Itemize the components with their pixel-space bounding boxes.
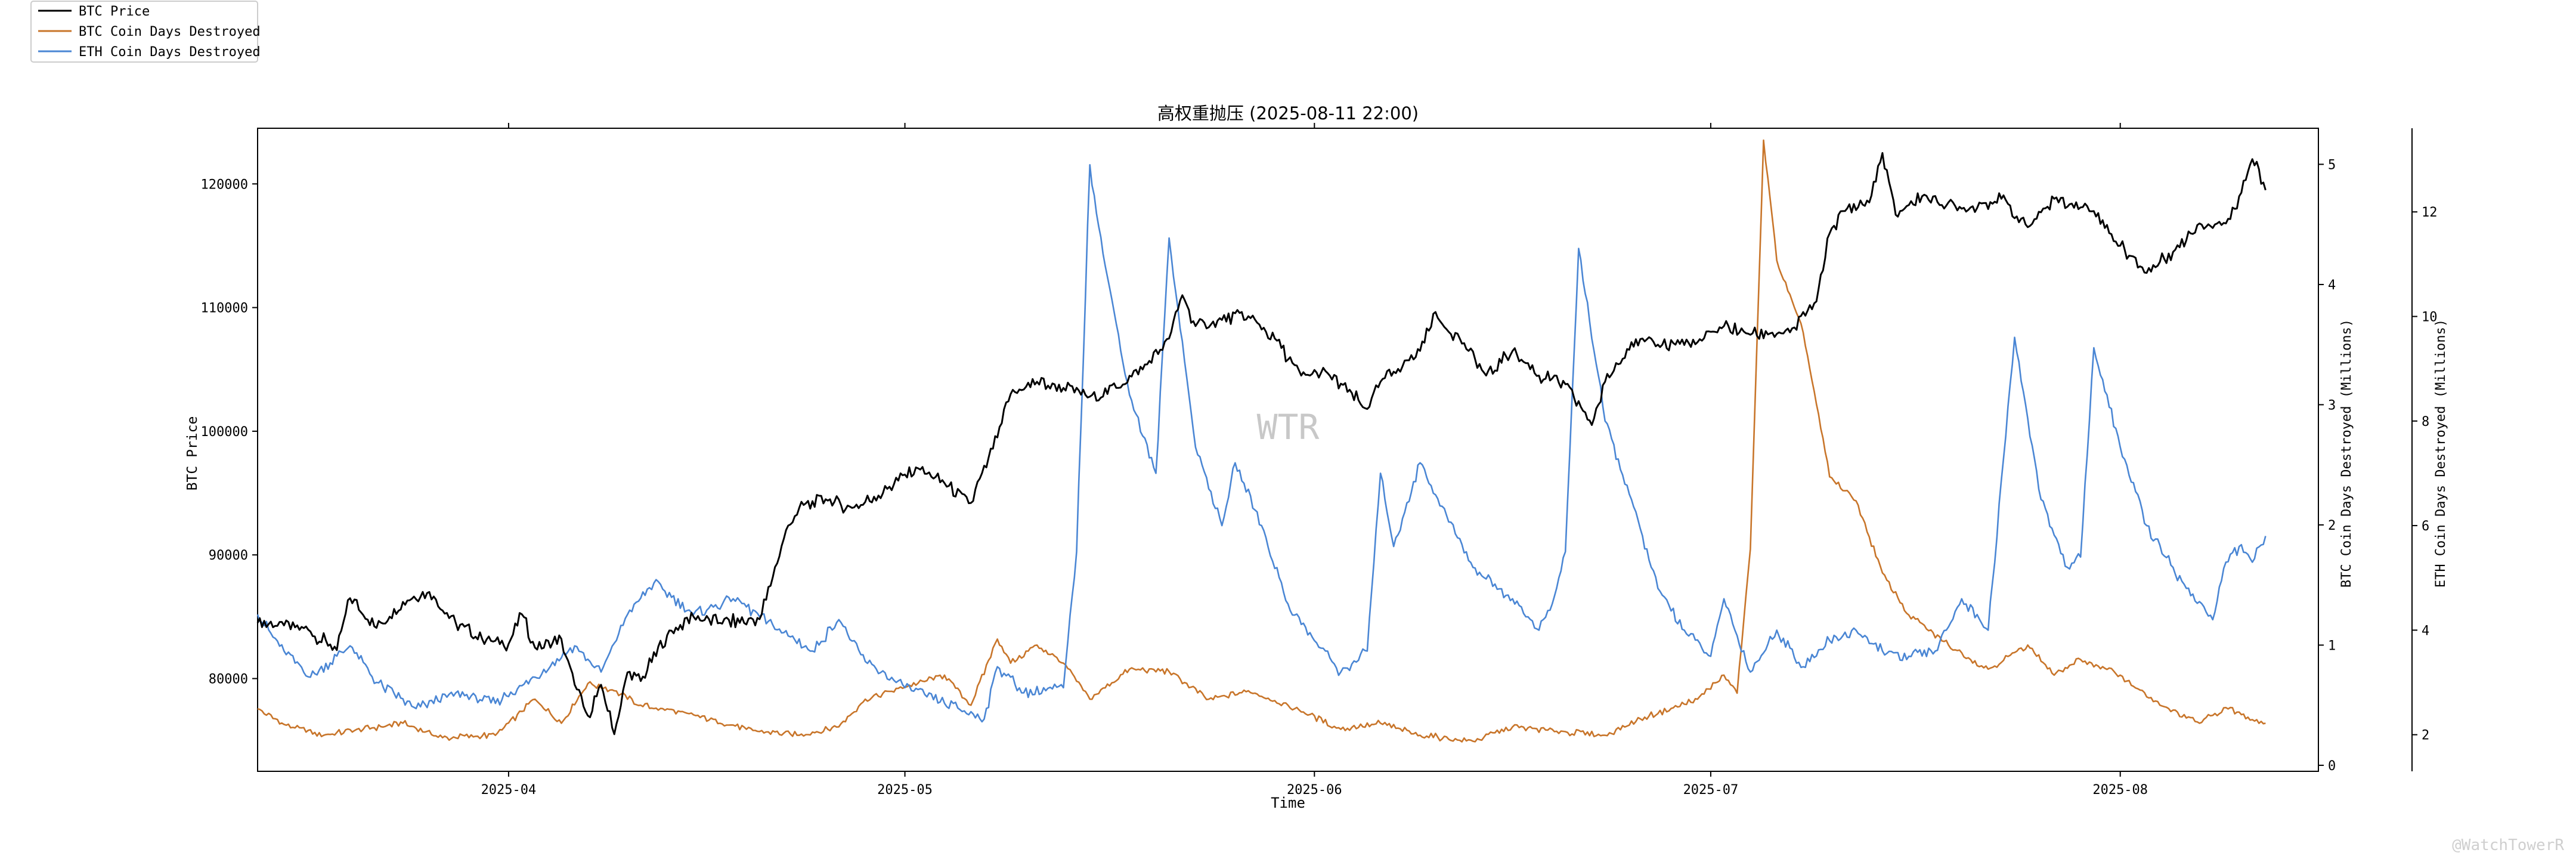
btc-cdd-tick-label: 5 <box>2328 157 2336 172</box>
chart-title: 高权重抛压 (2025-08-11 22:00) <box>1157 103 1419 123</box>
eth-cdd-tick-label: 4 <box>2422 623 2429 638</box>
x-axis-label: Time <box>1271 795 1305 811</box>
plot-frame <box>257 128 2319 772</box>
btc-cdd-tick-label: 1 <box>2328 638 2336 653</box>
btc-cdd-line <box>257 139 2266 743</box>
legend: BTC Price BTC Coin Days Destroyed ETH Co… <box>30 1 261 63</box>
x-tick-label: 2025-08 <box>2092 783 2148 798</box>
btc-price-line <box>256 152 2267 736</box>
x-tick-label: 2025-05 <box>877 783 933 798</box>
btc-cdd-tick-label: 2 <box>2328 518 2336 533</box>
left-axis-label: BTC Price <box>185 416 200 491</box>
left-tick-label: 100000 <box>201 425 248 440</box>
btc-cdd-tick-label: 3 <box>2328 398 2336 413</box>
legend-box <box>30 1 258 63</box>
eth-cdd-tick-label: 8 <box>2422 415 2429 430</box>
left-tick-label: 80000 <box>209 672 248 687</box>
x-tick-label: 2025-04 <box>481 783 537 798</box>
left-tick-label: 90000 <box>209 548 248 563</box>
btc-cdd-tick-label: 0 <box>2328 759 2336 774</box>
left-tick-label: 110000 <box>201 301 248 316</box>
plot-area: 2025-04 2025-05 2025-06 2025-07 2025-08 80000… <box>201 123 2438 798</box>
watermark: WTR <box>1257 407 1320 447</box>
left-tick-label: 120000 <box>201 177 248 192</box>
btc-cdd-tick-label: 4 <box>2328 278 2336 293</box>
btc-cdd-axis-label: BTC Coin Days Destroyed (Millions) <box>2339 319 2354 588</box>
eth-cdd-tick-label: 12 <box>2422 205 2438 220</box>
x-tick-label: 2025-06 <box>1287 783 1342 798</box>
legend-label-btc-cdd: BTC Coin Days Destroyed <box>79 24 261 39</box>
eth-cdd-tick-label: 6 <box>2422 519 2429 534</box>
footer-watermark: @WatchTowerR <box>2452 836 2564 854</box>
legend-label-eth-cdd: ETH Coin Days Destroyed <box>79 45 261 60</box>
x-tick-label: 2025-07 <box>1683 783 1739 798</box>
eth-cdd-tick-label: 2 <box>2422 728 2429 743</box>
legend-label-btc-price: BTC Price <box>79 4 150 19</box>
eth-cdd-tick-label: 10 <box>2422 310 2438 325</box>
eth-cdd-axis-label: ETH Coin Days Destroyed (Millions) <box>2433 319 2448 588</box>
eth-cdd-line <box>256 163 2267 723</box>
